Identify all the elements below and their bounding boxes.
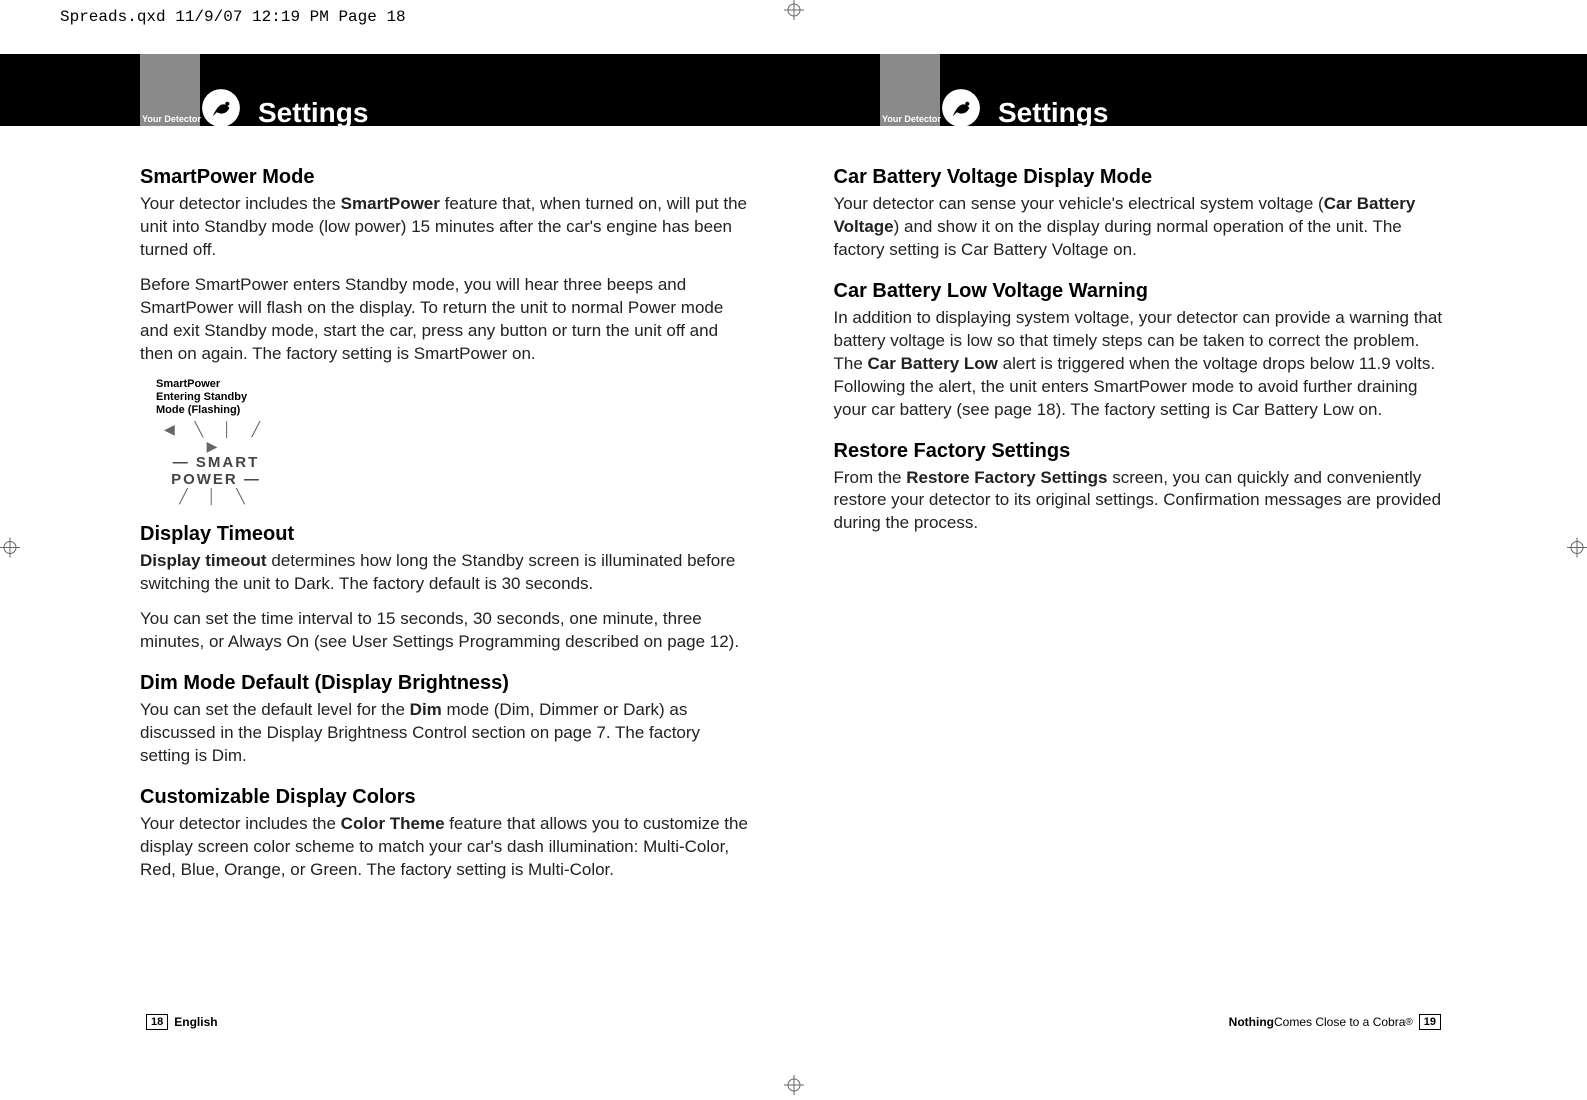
header-band: Your Detector Settings Your Detector Set… [0, 54, 1587, 126]
footer-right: Nothing Comes Close to a Cobra® 19 [1229, 1014, 1447, 1030]
battery-voltage-p1: Your detector can sense your vehicle's e… [834, 193, 1448, 262]
registration-mark-bottom [784, 1075, 804, 1100]
display-timeout-p2: You can set the time interval to 15 seco… [140, 608, 754, 654]
page-number-left: 18 [146, 1014, 168, 1030]
low-voltage-title: Car Battery Low Voltage Warning [834, 280, 1448, 303]
page-number-right: 19 [1419, 1014, 1441, 1030]
footer-registered: ® [1405, 1017, 1412, 1028]
registration-mark-left [0, 538, 20, 563]
restore-title: Restore Factory Settings [834, 440, 1448, 463]
lcd-line1: — SMART [156, 455, 276, 472]
footer-left: 18 English [140, 1014, 218, 1030]
dim-mode-p1: You can set the default level for the Di… [140, 699, 754, 768]
footer-language: English [174, 1015, 217, 1029]
lcd-arrows-bottom: ╱ │ ╲ [156, 488, 276, 505]
page-heading-right: Settings [998, 97, 1108, 129]
snake-icon [200, 87, 242, 134]
right-page: Car Battery Voltage Display Mode Your de… [834, 126, 1448, 894]
registration-mark-right [1567, 538, 1587, 563]
battery-voltage-title: Car Battery Voltage Display Mode [834, 166, 1448, 189]
dim-mode-title: Dim Mode Default (Display Brightness) [140, 672, 754, 695]
lcd-line2: POWER — [156, 472, 276, 489]
footer-tagline-bold: Nothing [1229, 1015, 1274, 1029]
display-timeout-p1: Display timeout determines how long the … [140, 550, 754, 596]
footer-tagline: Comes Close to a Cobra [1274, 1015, 1405, 1029]
logo-block-right [940, 87, 982, 134]
smartpower-p1: Your detector includes the SmartPower fe… [140, 193, 754, 262]
registration-mark-top [784, 0, 804, 25]
low-voltage-p1: In addition to displaying system voltage… [834, 307, 1448, 422]
colors-p1: Your detector includes the Color Theme f… [140, 813, 754, 882]
colors-title: Customizable Display Colors [140, 786, 754, 809]
restore-p1: From the Restore Factory Settings screen… [834, 467, 1448, 536]
left-page: SmartPower Mode Your detector includes t… [140, 126, 754, 894]
your-detector-label-left: Your Detector [142, 114, 201, 124]
page-heading-left: Settings [258, 97, 368, 129]
smartpower-title: SmartPower Mode [140, 166, 754, 189]
lcd-caption: SmartPower Entering Standby Mode (Flashi… [156, 378, 754, 418]
snake-icon [940, 87, 982, 134]
smartpower-p2: Before SmartPower enters Standby mode, y… [140, 274, 754, 366]
lcd-display: ◀ ╲ │ ╱ ▶ — SMART POWER — ╱ │ ╲ [156, 421, 276, 505]
display-timeout-title: Display Timeout [140, 523, 754, 546]
lcd-arrows-top: ◀ ╲ │ ╱ ▶ [156, 421, 276, 455]
logo-block-left [200, 87, 242, 134]
your-detector-label-right: Your Detector [882, 114, 941, 124]
